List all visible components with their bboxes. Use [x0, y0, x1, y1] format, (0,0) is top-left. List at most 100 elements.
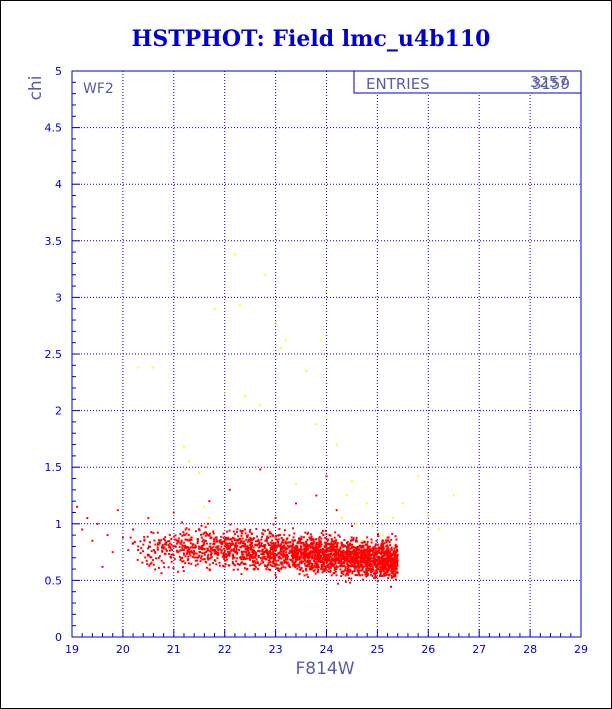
series-1-point	[236, 528, 239, 531]
series-1-point	[149, 545, 152, 548]
series-1-point	[373, 564, 376, 567]
series-1-point	[208, 563, 211, 566]
series-1-point	[192, 543, 195, 546]
series-1-point	[390, 559, 393, 562]
series-1-point	[226, 530, 229, 533]
series-1-point	[206, 533, 208, 535]
series-1-point	[330, 553, 333, 555]
series-1-point	[171, 548, 173, 551]
series-1-point	[176, 539, 179, 542]
series-1-point	[165, 543, 168, 546]
series-1-point	[243, 567, 246, 570]
series-1-point	[257, 568, 259, 571]
series-1-point	[343, 556, 346, 559]
series-1-point	[386, 544, 389, 547]
series-1-point	[369, 550, 372, 553]
series-1-point	[308, 563, 311, 566]
series-1-point	[194, 564, 197, 567]
series-1-point	[277, 543, 280, 546]
series-1-point	[271, 553, 274, 555]
series-1-point	[233, 556, 236, 559]
series-1-point	[238, 564, 241, 566]
series-1-point	[162, 561, 165, 564]
series-1-point	[325, 556, 328, 559]
series-1-point	[387, 551, 390, 554]
series-1-point	[199, 557, 202, 560]
series-1-point	[320, 543, 323, 546]
series-1-point	[203, 548, 206, 550]
series-1-point	[250, 532, 253, 535]
series-1-point	[257, 540, 259, 543]
series-1-point	[341, 570, 344, 573]
x-tick-label: 21	[167, 643, 181, 656]
series-1-point	[367, 555, 370, 558]
series-1-point	[264, 544, 267, 547]
series-1-point	[182, 566, 184, 569]
series-1-point	[331, 547, 333, 550]
series-1-point	[133, 540, 136, 543]
series-1-point	[291, 551, 294, 553]
series-1-point	[376, 561, 379, 564]
series-1-point	[228, 529, 231, 532]
series-1-point	[221, 549, 223, 552]
series-1-point	[389, 560, 392, 563]
series-1-point	[373, 557, 376, 560]
series-1-point	[293, 565, 296, 568]
series-1-point	[249, 558, 251, 561]
series-2-point	[223, 392, 226, 395]
series-1-point	[298, 556, 301, 559]
series-1-point	[315, 558, 318, 560]
series-1-point	[388, 559, 391, 562]
series-1-point	[344, 574, 347, 577]
series-2-point	[320, 339, 323, 342]
series-1-point	[308, 536, 311, 539]
series-1-point	[355, 566, 358, 569]
series-1-point	[197, 555, 200, 558]
series-1-point	[357, 570, 360, 573]
series-1-point	[308, 557, 311, 559]
series-1-point	[317, 568, 320, 571]
series-1-point	[198, 547, 201, 550]
series-1-point	[257, 543, 260, 546]
series-1-point	[290, 547, 293, 550]
series-2-point	[305, 370, 308, 372]
scatter-points	[76, 253, 455, 588]
series-1-point	[252, 561, 255, 564]
series-1-point	[251, 539, 254, 542]
series-1-point	[319, 567, 322, 570]
series-1-point	[300, 560, 303, 563]
series-1-point	[388, 554, 391, 557]
series-1-point	[386, 571, 389, 574]
series-1-point	[362, 552, 365, 555]
series-2-point	[366, 502, 369, 505]
series-1-point	[185, 527, 188, 530]
series-1-point	[319, 557, 321, 560]
series-1-point	[385, 572, 388, 575]
series-1-point	[227, 550, 229, 553]
series-1-point	[190, 546, 193, 549]
series-1-point	[325, 561, 328, 564]
series-1-point	[331, 543, 334, 546]
series-1-point	[242, 553, 245, 556]
series-1-point	[324, 567, 327, 570]
series-1-point	[260, 538, 263, 541]
series-1-point	[178, 546, 181, 549]
series-1-point	[180, 539, 183, 542]
series-1-point	[311, 545, 314, 548]
series-1-point	[184, 538, 187, 541]
series-1-point	[347, 548, 350, 551]
series-1-point	[388, 541, 391, 543]
series-1-point	[180, 557, 182, 560]
series-1-point	[298, 572, 301, 575]
series-1-point	[378, 563, 381, 566]
series-1-point	[333, 553, 336, 556]
series-1-point	[321, 551, 324, 553]
series-1-point	[323, 570, 326, 573]
series-1-point	[293, 532, 296, 535]
series-1-point	[277, 534, 280, 537]
series-1-point	[381, 540, 384, 543]
series-1-point	[228, 554, 231, 557]
series-1-point	[288, 552, 291, 555]
series-1-point	[318, 553, 320, 556]
series-1-point	[235, 531, 238, 533]
